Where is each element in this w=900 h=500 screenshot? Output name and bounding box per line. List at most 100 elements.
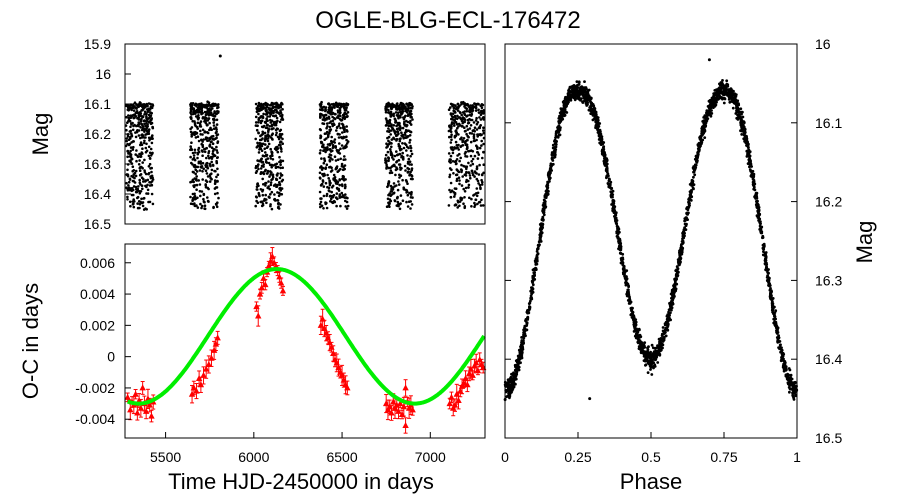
lightcurve-point bbox=[269, 107, 272, 110]
lightcurve-point bbox=[468, 149, 471, 153]
lightcurve-point bbox=[190, 113, 193, 116]
lightcurve-point bbox=[271, 173, 275, 176]
lightcurve-point bbox=[278, 160, 281, 164]
lightcurve-point bbox=[261, 177, 265, 181]
lightcurve-point bbox=[463, 190, 467, 193]
lightcurve-point bbox=[450, 122, 454, 126]
lightcurve-point bbox=[469, 107, 472, 111]
lightcurve-point bbox=[467, 161, 470, 165]
lightcurve-point bbox=[473, 139, 477, 143]
lightcurve-point bbox=[131, 165, 135, 168]
lightcurve-point bbox=[473, 126, 477, 129]
lightcurve-point bbox=[212, 117, 215, 121]
lightcurve-point bbox=[459, 145, 463, 149]
lightcurve-point bbox=[323, 114, 327, 117]
lightcurve-point bbox=[393, 117, 397, 121]
lightcurve-point bbox=[139, 190, 143, 193]
lightcurve-point bbox=[193, 131, 196, 134]
lightcurve-point bbox=[386, 197, 390, 201]
phased-point bbox=[630, 308, 634, 312]
phased-point bbox=[612, 211, 616, 215]
lightcurve-point bbox=[468, 174, 472, 177]
lightcurve-point bbox=[318, 151, 322, 155]
lightcurve-point bbox=[395, 108, 399, 111]
lightcurve-point bbox=[449, 141, 453, 144]
lightcurve-point bbox=[193, 194, 197, 198]
lightcurve-point bbox=[386, 150, 390, 154]
phased-point bbox=[626, 299, 630, 302]
lightcurve-point bbox=[131, 128, 135, 132]
lightcurve-point bbox=[278, 176, 282, 180]
lightcurve-point bbox=[398, 207, 402, 211]
lightcurve-point bbox=[210, 146, 214, 149]
lightcurve-point bbox=[482, 126, 485, 129]
phased-point bbox=[722, 101, 726, 105]
lightcurve-point bbox=[132, 109, 136, 112]
lightcurve-point bbox=[340, 191, 344, 195]
lightcurve-point bbox=[405, 180, 409, 183]
lightcurve-y-tick-label: 16.5 bbox=[84, 216, 111, 232]
lightcurve-point bbox=[192, 112, 195, 116]
phased-point bbox=[757, 216, 761, 220]
lightcurve-point bbox=[278, 133, 282, 137]
oc-point bbox=[214, 330, 221, 345]
phased-point bbox=[600, 140, 604, 143]
lightcurve-point bbox=[453, 146, 456, 149]
phased-point bbox=[683, 217, 687, 221]
lightcurve-point bbox=[197, 111, 200, 114]
lightcurve-point bbox=[197, 179, 200, 182]
oc-x-tick-label: 7000 bbox=[415, 449, 446, 465]
lightcurve-point bbox=[144, 184, 147, 188]
lightcurve-point bbox=[140, 133, 143, 137]
lightcurve-point bbox=[135, 159, 138, 163]
lightcurve-point bbox=[274, 102, 277, 105]
lightcurve-point bbox=[326, 133, 330, 137]
lightcurve-point bbox=[149, 102, 152, 106]
lightcurve-point bbox=[264, 151, 267, 154]
lightcurve-point bbox=[455, 131, 458, 134]
phased-point bbox=[756, 211, 760, 215]
lightcurve-point bbox=[395, 184, 398, 187]
lightcurve-point bbox=[203, 147, 206, 151]
phased-point bbox=[644, 363, 648, 367]
lightcurve-point bbox=[125, 181, 128, 185]
lightcurve-point bbox=[195, 125, 199, 129]
lightcurve-point bbox=[214, 126, 218, 129]
lightcurve-point bbox=[141, 201, 145, 204]
lightcurve-point bbox=[342, 177, 345, 180]
lightcurve-point bbox=[270, 178, 273, 182]
lightcurve-point bbox=[139, 141, 143, 144]
lightcurve-point bbox=[408, 101, 411, 105]
lightcurve-point bbox=[216, 133, 220, 136]
lightcurve-point bbox=[192, 154, 196, 157]
lightcurve-point bbox=[335, 204, 338, 208]
lightcurve-point bbox=[399, 110, 402, 114]
lightcurve-point bbox=[132, 145, 135, 149]
lightcurve-point bbox=[203, 207, 206, 210]
lightcurve-point bbox=[467, 171, 471, 174]
lightcurve-point bbox=[409, 149, 413, 153]
lightcurve-point bbox=[463, 152, 467, 155]
lightcurve-point bbox=[343, 115, 346, 119]
phased-point bbox=[535, 255, 539, 259]
oc-point bbox=[148, 409, 155, 423]
phased-point bbox=[510, 387, 514, 391]
lightcurve-point bbox=[465, 107, 469, 110]
lightcurve-point bbox=[197, 150, 201, 154]
lightcurve-point bbox=[405, 200, 408, 204]
phased-point bbox=[531, 283, 535, 287]
lightcurve-point bbox=[134, 169, 138, 173]
lightcurve-point bbox=[410, 152, 414, 156]
lightcurve-point bbox=[203, 200, 206, 204]
lightcurve-point bbox=[468, 127, 472, 130]
phased-point bbox=[622, 268, 625, 272]
lightcurve-point bbox=[470, 197, 473, 201]
phased-point bbox=[758, 228, 762, 231]
lightcurve-point bbox=[458, 204, 461, 208]
phased-point bbox=[723, 97, 727, 101]
lightcurve-point bbox=[404, 169, 407, 172]
lightcurve-point bbox=[465, 124, 469, 128]
lightcurve-point bbox=[404, 105, 407, 108]
lightcurve-point bbox=[449, 190, 453, 194]
